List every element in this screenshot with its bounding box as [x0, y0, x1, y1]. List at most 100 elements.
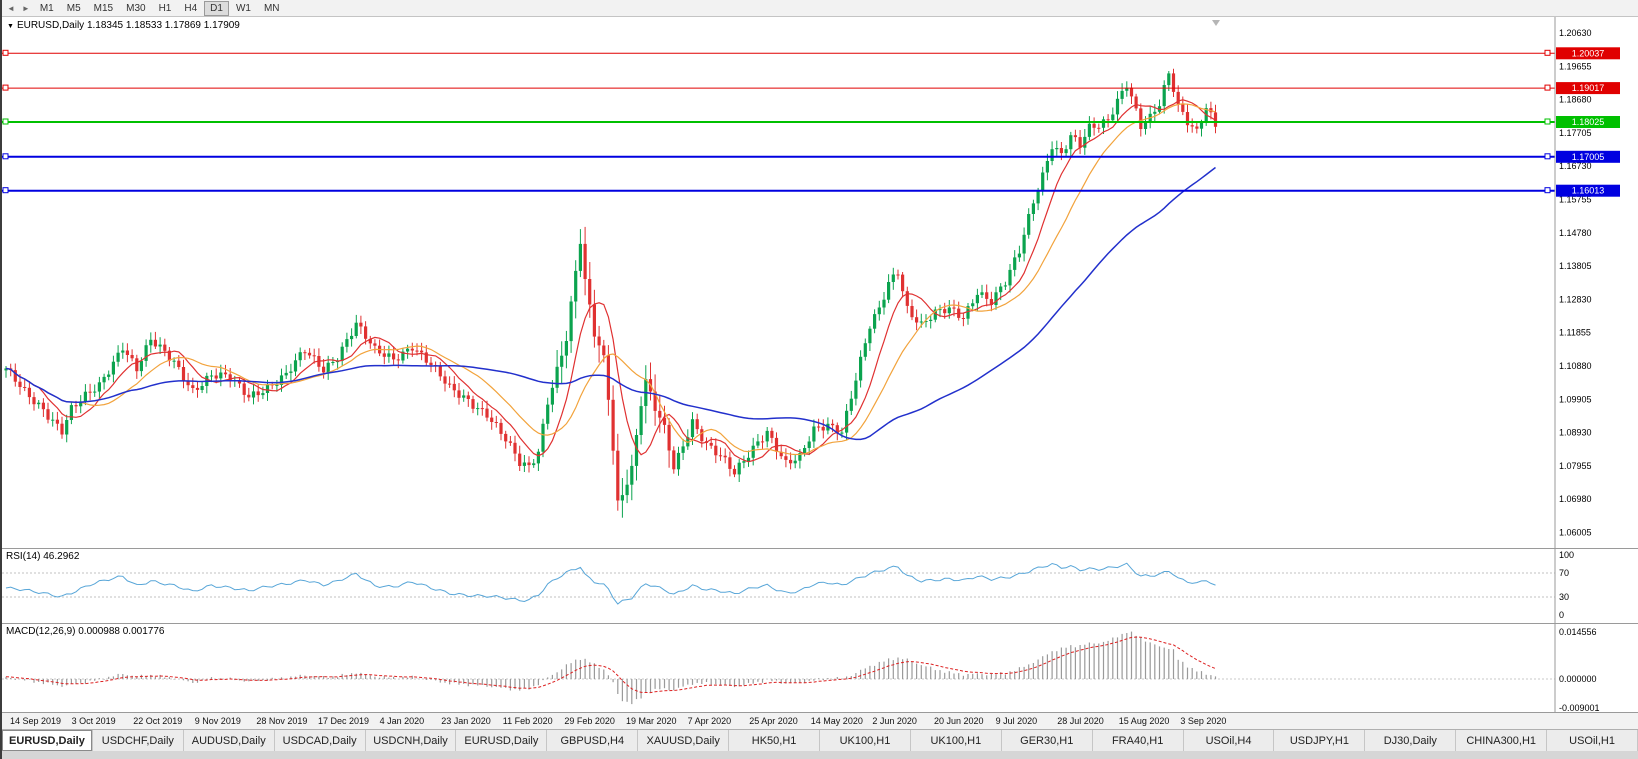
rsi-level-lines [2, 572, 1555, 598]
panel-separator[interactable] [2, 548, 1638, 549]
rsi-canvas[interactable]: 100 70 30 0 [2, 549, 1638, 623]
svg-text:70: 70 [1559, 568, 1569, 578]
ma-lines [5, 99, 1216, 463]
svg-text:1.16013: 1.16013 [1572, 186, 1605, 196]
symbol-tab-eurusd[interactable]: EURUSD,Daily [2, 730, 93, 751]
date-label: 23 Jan 2020 [441, 716, 491, 726]
macd-canvas[interactable]: 0.014556 0.000000 -0.009001 [2, 624, 1638, 712]
rsi-scale[interactable]: 100 70 30 0 [1559, 550, 1574, 620]
svg-text:1.20630: 1.20630 [1559, 28, 1592, 38]
line-anchor-handle [2, 153, 9, 160]
svg-text:1.12830: 1.12830 [1559, 294, 1592, 304]
timeframe-button-m30[interactable]: M30 [126, 2, 146, 14]
timeframe-button-w1[interactable]: W1 [235, 2, 251, 14]
symbol-tab-eurusd[interactable]: EURUSD,Daily [456, 730, 548, 751]
timeframe-button-m15[interactable]: M15 [93, 2, 114, 14]
date-label: 2 Jun 2020 [872, 716, 917, 726]
macd-scale[interactable]: 0.014556 0.000000 -0.009001 [1559, 627, 1600, 712]
timeframe-button-h1[interactable]: H1 [158, 2, 172, 14]
svg-text:1.09905: 1.09905 [1559, 394, 1592, 404]
symbol-tab-ger30[interactable]: GER30,H1 [1002, 730, 1093, 751]
symbol-tab-usdchf[interactable]: USDCHF,Daily [93, 730, 184, 751]
macd-panel[interactable]: 0.014556 0.000000 -0.009001 MACD(12,26,9) … [2, 624, 1638, 712]
date-axis[interactable]: 14 Sep 2019 3 Oct 2019 22 Oct 2019 9 Nov 20… [2, 712, 1638, 729]
chart-title-text: EURUSD,Daily 1.18345 1.18533 1.17869 1.1… [16, 20, 240, 31]
symbol-tab-usdcad[interactable]: USDCAD,Daily [275, 730, 366, 751]
line-anchor-handle [1544, 49, 1551, 56]
date-label: 9 Jul 2020 [995, 716, 1038, 726]
scroll-right-icon[interactable]: ► [21, 3, 30, 13]
ma-slow-line [5, 166, 1216, 441]
svg-text:0.014556: 0.014556 [1559, 627, 1597, 637]
scroll-left-icon[interactable]: ◄ [7, 3, 15, 13]
line-anchor-handle [1544, 84, 1551, 91]
horizontal-lines[interactable] [2, 49, 1555, 194]
symbol-tab-usoil[interactable]: USOil,H1 [1547, 730, 1638, 751]
price-scale[interactable]: 1.20630 1.19655 1.18680 1.17705 1.16730 1.157… [1559, 28, 1592, 538]
date-label: 14 Sep 2019 [10, 716, 62, 726]
line-anchor-handle [1544, 153, 1551, 160]
date-label: 28 Nov 2019 [256, 716, 308, 726]
collapse-triangle-icon: ▼ [7, 23, 14, 30]
date-label: 14 May 2020 [810, 716, 863, 726]
symbol-tab-xauusd[interactable]: XAUUSD,Daily [638, 730, 730, 751]
date-label: 7 Apr 2020 [687, 716, 732, 726]
symbol-tab-usdjpy[interactable]: USDJPY,H1 [1274, 730, 1366, 751]
line-anchor-handle [1544, 118, 1551, 125]
symbol-tab-fra40[interactable]: FRA40,H1 [1093, 730, 1184, 751]
line-anchor-handle [2, 187, 9, 194]
svg-text:1.08930: 1.08930 [1559, 428, 1592, 438]
date-label: 20 Jun 2020 [934, 716, 984, 726]
svg-text:1.17705: 1.17705 [1559, 128, 1592, 138]
symbol-tab-china300[interactable]: CHINA300,H1 [1456, 730, 1548, 751]
panel-separator[interactable] [2, 623, 1638, 624]
svg-text:1.20037: 1.20037 [1572, 48, 1605, 58]
timeframe-button-mn[interactable]: MN [263, 2, 280, 14]
svg-text:1.11855: 1.11855 [1559, 328, 1591, 338]
macd-signal-line [5, 636, 1216, 694]
svg-text:1.07955: 1.07955 [1559, 461, 1592, 471]
symbol-tab-uk100[interactable]: UK100,H1 [820, 730, 911, 751]
timeframe-button-m1[interactable]: M1 [39, 2, 54, 14]
chart-shift-marker [1212, 20, 1220, 26]
main-chart-canvas[interactable]: 1.20630 1.19655 1.18680 1.17705 1.16730 1.157… [2, 17, 1638, 548]
svg-text:1.19655: 1.19655 [1559, 61, 1592, 71]
svg-text:1.15755: 1.15755 [1559, 195, 1592, 205]
symbol-tab-hk50[interactable]: HK50,H1 [729, 730, 821, 751]
svg-text:1.06980: 1.06980 [1559, 494, 1592, 504]
svg-text:1.16730: 1.16730 [1559, 161, 1592, 171]
date-label: 9 Nov 2019 [194, 716, 241, 726]
symbol-tab-dj30[interactable]: DJ30,Daily [1365, 730, 1457, 751]
timeframe-button-h4[interactable]: H4 [184, 2, 198, 14]
svg-text:100: 100 [1559, 550, 1574, 560]
svg-text:1.10880: 1.10880 [1559, 361, 1592, 371]
svg-text:1.18025: 1.18025 [1572, 117, 1605, 127]
rsi-panel[interactable]: 100 70 30 0 RSI(14) 46.2962 [2, 549, 1638, 623]
timeframe-button-m5[interactable]: M5 [66, 2, 81, 14]
window-bottom-strip [2, 751, 1638, 759]
date-label: 3 Sep 2020 [1180, 716, 1227, 726]
macd-title: MACD(12,26,9) 0.000988 0.001776 [6, 626, 165, 637]
rsi-line [5, 562, 1216, 605]
timeframe-toolbar: ◄ ► M1 M5 M15 M30 H1 H4 D1 W1 MN [2, 0, 1638, 17]
macd-histogram [5, 631, 1217, 705]
symbol-tab-gbpusd[interactable]: GBPUSD,H4 [547, 730, 639, 751]
timeframe-button-d1[interactable]: D1 [204, 0, 229, 16]
svg-text:0: 0 [1559, 610, 1564, 620]
line-anchor-handle [2, 49, 9, 56]
symbol-tab-usoil[interactable]: USOil,H4 [1184, 730, 1275, 751]
line-anchor-handle [2, 84, 9, 91]
symbol-tab-bar: EURUSD,Daily USDCHF,Daily AUDUSD,Daily USDC… [2, 729, 1638, 751]
svg-text:1.18680: 1.18680 [1559, 95, 1592, 105]
svg-text:1.13805: 1.13805 [1559, 261, 1592, 271]
symbol-tab-usdcnh[interactable]: USDCNH,Daily [366, 730, 457, 751]
date-label: 28 Jul 2020 [1057, 716, 1104, 726]
line-anchor-handle [1544, 187, 1551, 194]
candles [4, 68, 1218, 518]
ma-medium-line [5, 103, 1216, 456]
svg-text:1.17005: 1.17005 [1572, 152, 1605, 162]
symbol-tab-audusd[interactable]: AUDUSD,Daily [184, 730, 275, 751]
main-price-chart[interactable]: 1.20630 1.19655 1.18680 1.17705 1.16730 1.157… [2, 17, 1638, 548]
symbol-tab-uk100[interactable]: UK100,H1 [911, 730, 1002, 751]
